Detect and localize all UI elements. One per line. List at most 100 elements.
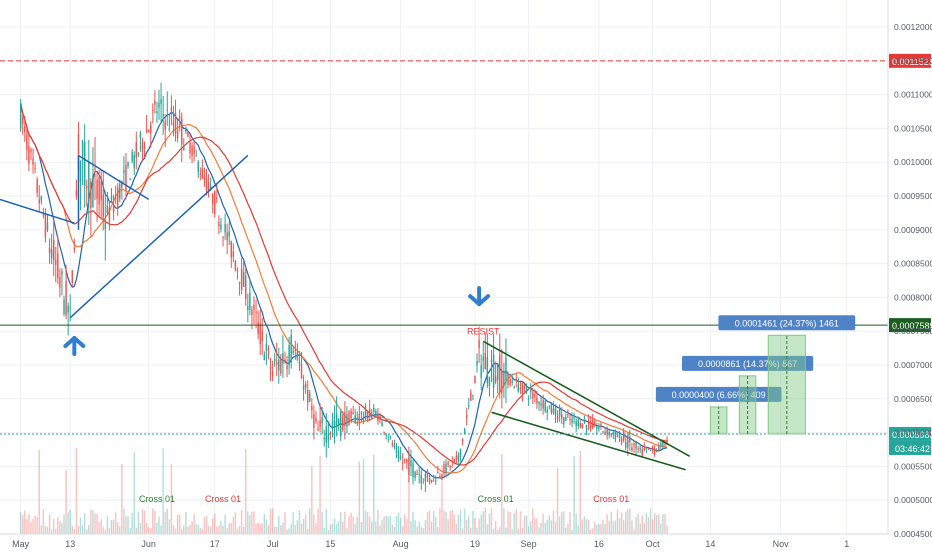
candle-body — [193, 146, 195, 154]
volume-bar — [418, 521, 420, 534]
volume-bar — [552, 510, 555, 534]
candle-body — [430, 479, 433, 483]
candle-body — [313, 414, 315, 428]
candle-body — [325, 426, 328, 443]
candle-body — [368, 408, 371, 417]
candle-body — [234, 260, 237, 271]
candle-body — [602, 431, 604, 433]
volume-bar — [350, 512, 352, 534]
price-tick-label: 0.0012000 — [894, 22, 932, 32]
candle-body — [143, 145, 146, 149]
candle-body — [410, 459, 412, 466]
volume-bar — [618, 518, 621, 534]
projection-tag — [718, 315, 856, 331]
volume-bar — [536, 518, 538, 534]
volume-bar — [653, 513, 656, 534]
candle-body — [474, 375, 476, 384]
volume-bar — [257, 522, 259, 534]
time-tick-label: 1 — [844, 539, 849, 549]
candle-body — [550, 402, 553, 413]
volume-bar — [57, 517, 59, 534]
volume-bar — [160, 525, 162, 534]
candle-body — [247, 306, 249, 311]
candle-body — [569, 418, 571, 420]
volume-bar — [472, 511, 474, 534]
candle-body — [195, 155, 197, 157]
candle-body — [96, 179, 98, 200]
volume-bar — [300, 523, 303, 534]
price-tick-label: 0.0004500 — [894, 529, 932, 539]
volume-bar — [137, 511, 140, 534]
volume-bar — [228, 523, 230, 534]
candle-body — [641, 449, 643, 456]
candle-body — [57, 253, 59, 278]
candle-body — [106, 206, 109, 213]
volume-bar — [162, 448, 164, 534]
volume-bar — [214, 513, 216, 534]
candle-body — [160, 98, 162, 105]
candle-body — [348, 411, 350, 426]
volume-bar — [379, 526, 381, 534]
candle-body — [420, 475, 423, 483]
projection-boxes[interactable]: 0.0000400 (6.66%) 409 0.0000861 (14.37%) … — [655, 315, 856, 435]
volume-bar — [505, 527, 507, 534]
volume-bar — [55, 529, 57, 534]
volume-bar — [143, 510, 146, 534]
time-tick-label: 14 — [705, 539, 715, 549]
candle-body — [156, 111, 158, 114]
candle-body — [629, 437, 631, 443]
time-axis[interactable]: May 13 Jun 17 Jul 15 Aug 19 Sep 16 Oct 14 Nov 1 — [0, 533, 888, 549]
volume-bar — [428, 510, 431, 534]
candle-body — [337, 418, 340, 426]
candle-body — [98, 177, 100, 205]
candle-body — [439, 475, 441, 477]
candle-body — [304, 383, 307, 388]
candle-body — [255, 312, 257, 314]
volume-bar — [370, 521, 373, 534]
volume-bar — [327, 529, 330, 534]
candle-body — [381, 422, 383, 427]
price-tick-label: 0.0006000 — [894, 428, 932, 438]
volume-bar — [335, 523, 338, 534]
time-tick-label: 13 — [65, 539, 75, 549]
candle-body — [542, 399, 544, 409]
trend-drawings[interactable] — [0, 154, 691, 471]
candle-body — [651, 446, 654, 451]
candlestick-series — [19, 82, 668, 492]
volume-bar — [629, 508, 631, 534]
candle-body — [141, 141, 144, 152]
volume-bar — [544, 522, 546, 534]
candle-body — [65, 280, 67, 316]
volume-bar — [189, 524, 191, 534]
time-tick-label: Sep — [521, 539, 537, 549]
price-tick-label: 0.0007000 — [894, 360, 932, 370]
price-axis[interactable]: 0.0012000 0.0011500 0.0011000 0.0010500 0.00… — [887, 0, 932, 539]
volume-bar — [637, 513, 639, 534]
countdown-label: 03:46:42 — [895, 444, 930, 454]
volume-bar — [94, 513, 96, 534]
volume-bar — [81, 525, 84, 534]
volume-bar — [197, 524, 199, 534]
price-tick-label: 0.0011000 — [894, 90, 932, 100]
candle-body — [426, 470, 429, 478]
candle-body — [414, 471, 416, 478]
candle-body — [598, 427, 600, 430]
volume-bar — [30, 522, 32, 534]
volume-bar — [156, 522, 158, 534]
volume-bar — [21, 514, 24, 534]
candle-body — [635, 441, 637, 449]
candle-body — [92, 175, 94, 207]
candle-body — [556, 416, 559, 420]
volume-bar — [329, 524, 332, 534]
volume-bar — [255, 523, 257, 534]
volume-bar — [311, 466, 313, 534]
candle-body — [662, 441, 664, 447]
volume-bar — [242, 526, 245, 534]
volume-bar — [569, 511, 571, 534]
price-tick-label: 0.0009000 — [894, 225, 932, 235]
volume-bar — [587, 519, 590, 534]
candle-body — [232, 251, 235, 257]
candle-body — [176, 131, 179, 139]
volume-bar — [71, 525, 74, 534]
